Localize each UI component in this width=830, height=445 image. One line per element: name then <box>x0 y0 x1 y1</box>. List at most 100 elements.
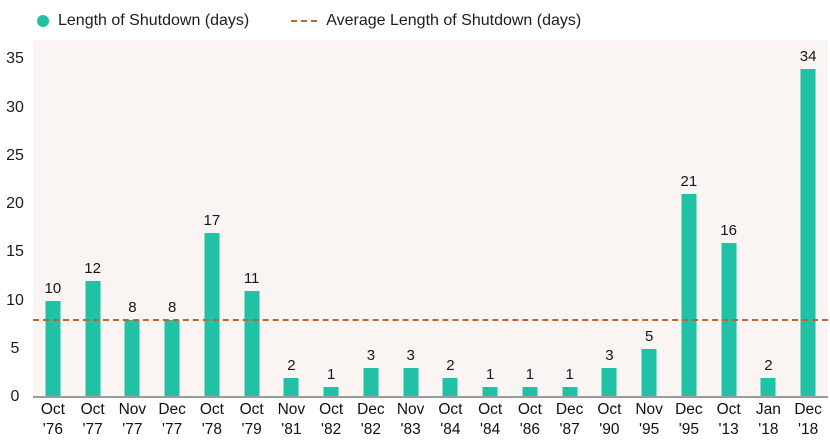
bar-cell: 2 <box>749 40 789 397</box>
x-tick-label: Oct '77 <box>73 400 113 440</box>
x-tick-year: '84 <box>440 421 461 438</box>
x-tick-label: Oct '13 <box>709 400 749 440</box>
x-tick-year: '87 <box>559 421 580 438</box>
bar-value-label: 1 <box>485 366 495 384</box>
x-tick-year: '78 <box>201 421 222 438</box>
bar <box>562 387 578 397</box>
x-axis-line <box>33 396 828 398</box>
bar <box>45 300 61 397</box>
bar <box>522 387 538 397</box>
bar-cell: 5 <box>629 40 669 397</box>
bar-value-label: 17 <box>203 211 221 229</box>
x-tick-year: '90 <box>599 421 620 438</box>
bar-value-label: 12 <box>84 260 101 278</box>
bar <box>164 319 180 397</box>
bar-value-label: 1 <box>525 366 535 384</box>
x-tick-year: '77 <box>162 421 183 438</box>
y-tick-label: 30 <box>6 98 24 116</box>
x-tick-month: Nov <box>396 401 425 418</box>
x-tick-year: '79 <box>241 421 262 438</box>
x-tick-label: Nov '77 <box>113 400 153 440</box>
y-tick-label: 0 <box>10 388 20 405</box>
legend-label-shutdown-days: Length of Shutdown (days) <box>58 12 250 29</box>
bar <box>601 368 617 397</box>
x-tick-year: '82 <box>321 421 342 438</box>
x-tick-month: Oct <box>517 401 542 418</box>
bar-value-label: 21 <box>680 173 698 191</box>
x-tick-month: Oct <box>478 401 503 418</box>
y-tick-label: 5 <box>10 339 20 357</box>
x-tick-month: Oct <box>438 401 463 418</box>
x-tick-month: Oct <box>80 401 105 418</box>
y-tick-label: 20 <box>6 195 24 213</box>
bar-cell: 34 <box>788 40 828 397</box>
bar-value-label: 2 <box>446 356 455 374</box>
bar-cell: 2 <box>272 40 312 397</box>
x-tick-month: Oct <box>716 401 741 418</box>
x-tick-month: Dec <box>555 401 584 418</box>
x-tick-month: Dec <box>675 401 703 418</box>
bar <box>760 377 776 397</box>
bar <box>283 377 299 397</box>
y-tick-label: 25 <box>6 146 24 164</box>
bar-cell: 1 <box>510 40 550 397</box>
x-tick-month: Nov <box>277 401 306 418</box>
x-tick-year: '95 <box>639 421 660 438</box>
bar-cell: 12 <box>73 40 113 397</box>
legend-label-average: Average Length of Shutdown (days) <box>326 12 582 29</box>
x-tick-label: Dec '95 <box>669 400 709 440</box>
bar-cell: 16 <box>709 40 749 397</box>
x-tick-month: Dec <box>158 401 186 418</box>
x-tick-month: Nov <box>118 401 147 418</box>
bar <box>403 368 419 397</box>
x-tick-year: '77 <box>122 421 143 438</box>
average-line <box>33 318 828 321</box>
y-tick-label: 15 <box>6 243 24 261</box>
x-tick-month: Oct <box>40 401 65 418</box>
x-tick-label: Oct '84 <box>431 400 471 440</box>
bar-value-label: 8 <box>167 298 177 316</box>
x-tick-month: Jan <box>755 401 781 418</box>
x-tick-label: Oct '82 <box>311 400 351 440</box>
bar <box>244 290 260 397</box>
bar-value-label: 1 <box>565 366 574 384</box>
bar <box>363 368 379 397</box>
x-tick-label: Oct '79 <box>232 400 272 440</box>
bar-cell: 8 <box>152 40 192 397</box>
x-tick-month: Oct <box>319 401 344 418</box>
x-tick-label: Oct '90 <box>590 400 630 440</box>
x-tick-year: '84 <box>480 421 501 438</box>
bar-value-label: 34 <box>799 47 817 65</box>
x-tick-month: Nov <box>635 401 663 418</box>
y-tick-label: 10 <box>6 291 24 309</box>
x-tick-label: Nov '83 <box>391 400 431 440</box>
x-tick-year: '83 <box>400 421 421 438</box>
bar-cell: 3 <box>391 40 431 397</box>
bar-value-label: 1 <box>326 366 336 384</box>
bar-value-label: 5 <box>644 327 654 345</box>
x-tick-label: Nov '81 <box>272 400 312 440</box>
bar <box>482 387 498 397</box>
x-tick-label: Oct '78 <box>192 400 232 440</box>
x-tick-year: '13 <box>718 421 739 438</box>
bar-value-label: 16 <box>720 221 737 239</box>
bar-value-label: 3 <box>605 347 614 365</box>
bar-value-label: 3 <box>366 347 376 365</box>
chart-legend: Length of Shutdown (days) Average Length… <box>37 8 581 34</box>
bar <box>442 377 458 397</box>
bar <box>641 348 657 397</box>
average-line-swatch-icon <box>291 20 318 22</box>
legend-item-shutdown-days: Length of Shutdown (days) <box>37 12 249 30</box>
y-tick-label: 35 <box>6 50 24 68</box>
bar-value-label: 3 <box>406 347 415 365</box>
x-tick-month: Dec <box>357 401 385 418</box>
bar-cell: 21 <box>669 40 709 397</box>
x-tick-year: '81 <box>281 421 302 438</box>
bar-cell: 8 <box>113 40 153 397</box>
bar-cell: 1 <box>311 40 351 397</box>
bar-value-label: 8 <box>128 298 137 316</box>
x-tick-month: Oct <box>239 401 264 418</box>
x-tick-label: Dec '77 <box>152 400 192 440</box>
bar-cell: 10 <box>33 40 73 397</box>
x-tick-label: Oct '76 <box>33 400 73 440</box>
